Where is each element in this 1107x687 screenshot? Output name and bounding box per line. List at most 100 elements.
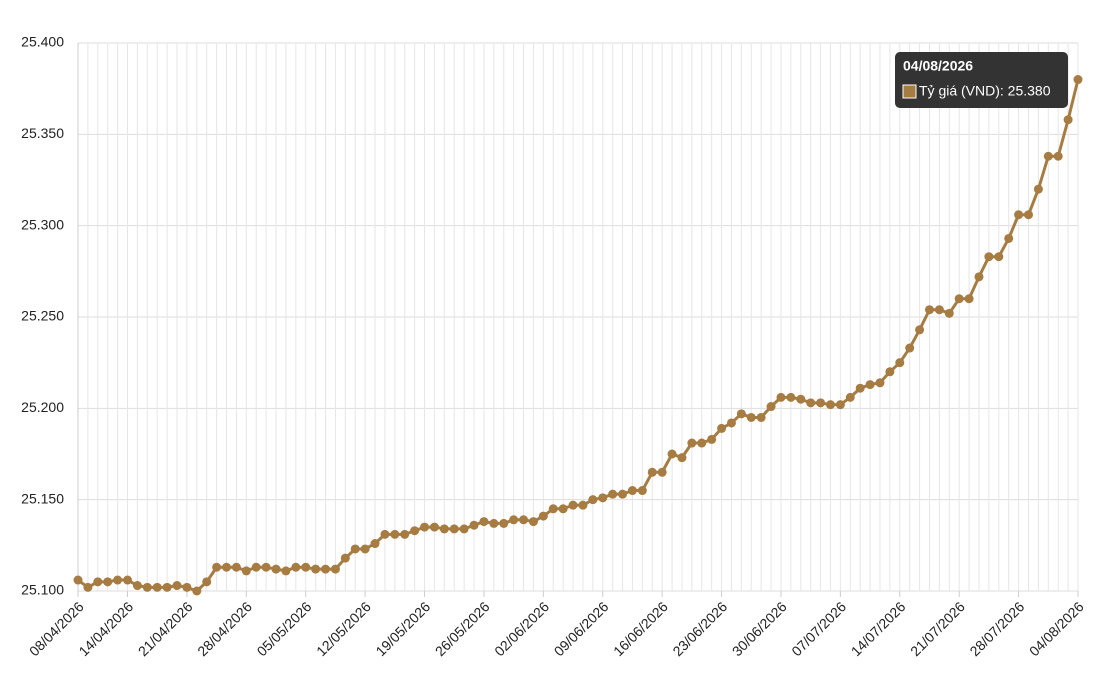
- point: [429, 522, 439, 532]
- x-tick-label: 02/06/2026: [491, 598, 552, 659]
- point: [1073, 75, 1083, 85]
- point: [509, 515, 519, 525]
- point: [1014, 210, 1024, 220]
- point: [707, 434, 717, 444]
- x-tick-label: 07/07/2026: [788, 598, 849, 659]
- tooltip-box: [895, 52, 1068, 108]
- y-tick-label: 25.150: [21, 490, 64, 506]
- y-tick-label: 25.400: [21, 34, 64, 50]
- point: [736, 409, 746, 419]
- x-tick-label: 23/06/2026: [669, 598, 730, 659]
- x-tick-label: 26/05/2026: [432, 598, 493, 659]
- point: [162, 582, 172, 592]
- point: [944, 308, 954, 318]
- point: [647, 467, 657, 477]
- x-tick-label: 19/05/2026: [372, 598, 433, 659]
- point: [1033, 184, 1043, 194]
- point: [934, 305, 944, 315]
- point: [281, 566, 291, 576]
- point: [984, 252, 994, 262]
- point: [895, 358, 905, 368]
- point: [865, 380, 875, 390]
- x-tick-label: 14/07/2026: [848, 598, 909, 659]
- x-tick-label: 04/08/2026: [1026, 598, 1087, 659]
- point: [231, 562, 241, 572]
- point: [677, 453, 687, 463]
- point: [1043, 151, 1053, 161]
- point: [558, 504, 568, 514]
- point: [113, 575, 123, 585]
- point: [964, 294, 974, 304]
- x-tick-label: 05/05/2026: [254, 598, 315, 659]
- point: [568, 500, 578, 510]
- point: [449, 524, 459, 534]
- point: [974, 272, 984, 282]
- y-tick-label: 25.250: [21, 308, 64, 324]
- x-tick-label: 21/04/2026: [135, 598, 196, 659]
- point: [538, 511, 548, 521]
- point: [202, 577, 212, 587]
- point: [103, 577, 113, 587]
- point: [123, 575, 133, 585]
- point: [469, 520, 479, 530]
- point: [301, 562, 311, 572]
- point: [855, 383, 865, 393]
- point: [479, 517, 489, 527]
- point: [746, 412, 756, 422]
- point: [152, 582, 162, 592]
- x-tick-label: 09/06/2026: [551, 598, 612, 659]
- point: [845, 392, 855, 402]
- point: [905, 343, 915, 353]
- plot: [73, 75, 1083, 596]
- point: [291, 562, 301, 572]
- point: [806, 398, 816, 408]
- grid: 25.100 25.150 25.200 25.250 25.300 25.350 25.4…: [21, 34, 1087, 660]
- point: [548, 504, 558, 514]
- tooltip-title: 04/08/2026: [903, 58, 973, 74]
- x-tick-label: 21/07/2026: [907, 598, 968, 659]
- point: [776, 392, 786, 402]
- point: [182, 582, 192, 592]
- point: [1023, 210, 1033, 220]
- point: [915, 325, 925, 335]
- point: [994, 252, 1004, 262]
- line: [77, 79, 1080, 593]
- y-tick-label: 25.300: [21, 216, 64, 232]
- y-tick-label: 25.100: [21, 582, 64, 598]
- point: [321, 564, 331, 574]
- point: [241, 566, 251, 576]
- point: [380, 529, 390, 539]
- point: [598, 493, 608, 503]
- point: [1053, 151, 1063, 161]
- point: [350, 544, 360, 554]
- point: [370, 539, 380, 549]
- point: [519, 515, 529, 525]
- point: [588, 495, 598, 505]
- point: [93, 577, 103, 587]
- point: [400, 529, 410, 539]
- point: [885, 367, 895, 377]
- x-tick-label: 14/04/2026: [75, 598, 136, 659]
- point: [172, 581, 182, 591]
- point: [816, 398, 826, 408]
- point: [835, 400, 845, 410]
- tooltip-text: Tỷ giá (VND): 25.380: [919, 83, 1051, 99]
- y-tick-label: 25.350: [21, 125, 64, 141]
- x-tick-label: 16/06/2026: [610, 598, 671, 659]
- point: [726, 418, 736, 428]
- point: [261, 562, 271, 572]
- point: [459, 524, 469, 534]
- point: [489, 518, 499, 528]
- point: [410, 526, 420, 536]
- point: [439, 524, 449, 534]
- point: [637, 486, 647, 496]
- point: [212, 562, 222, 572]
- x-tick-label: 30/06/2026: [729, 598, 790, 659]
- point: [578, 500, 588, 510]
- point: [142, 582, 152, 592]
- point: [756, 412, 766, 422]
- point: [786, 392, 796, 402]
- point: [390, 529, 400, 539]
- point: [875, 378, 885, 388]
